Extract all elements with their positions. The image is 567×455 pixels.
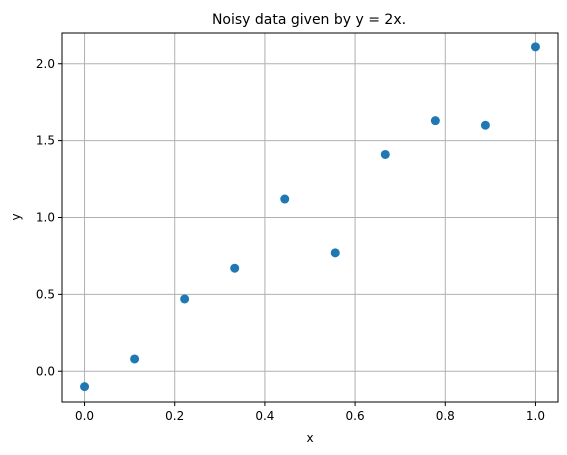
y-tick-label: 1.5 (36, 134, 55, 148)
chart-title: Noisy data given by y = 2x. (212, 12, 406, 28)
data-point (330, 248, 340, 258)
data-point (480, 120, 490, 130)
y-axis-ticks: 0.0 0.5 1.0 1.5 2.0 (36, 57, 62, 378)
x-axis-ticks: 0.0 0.2 0.4 0.6 0.8 1.0 (75, 402, 545, 423)
y-tick-label: 1.0 (36, 211, 55, 225)
data-point (230, 263, 240, 273)
data-point (530, 42, 540, 52)
grid-lines (62, 33, 558, 402)
x-axis-label: x (306, 431, 313, 445)
data-point (280, 194, 290, 204)
y-tick-label: 0.5 (36, 287, 55, 301)
data-point (380, 149, 390, 159)
y-tick-label: 0.0 (36, 364, 55, 378)
x-tick-label: 0.4 (255, 409, 274, 423)
data-points (80, 42, 540, 392)
data-point (80, 382, 90, 392)
x-tick-label: 0.8 (436, 409, 455, 423)
y-axis-label: y (9, 213, 23, 220)
data-point (430, 116, 440, 126)
data-point (180, 294, 190, 304)
x-tick-label: 0.2 (165, 409, 184, 423)
data-point (130, 354, 140, 364)
y-tick-label: 2.0 (36, 57, 55, 71)
x-tick-label: 0.0 (75, 409, 94, 423)
x-tick-label: 1.0 (526, 409, 545, 423)
x-tick-label: 0.6 (346, 409, 365, 423)
